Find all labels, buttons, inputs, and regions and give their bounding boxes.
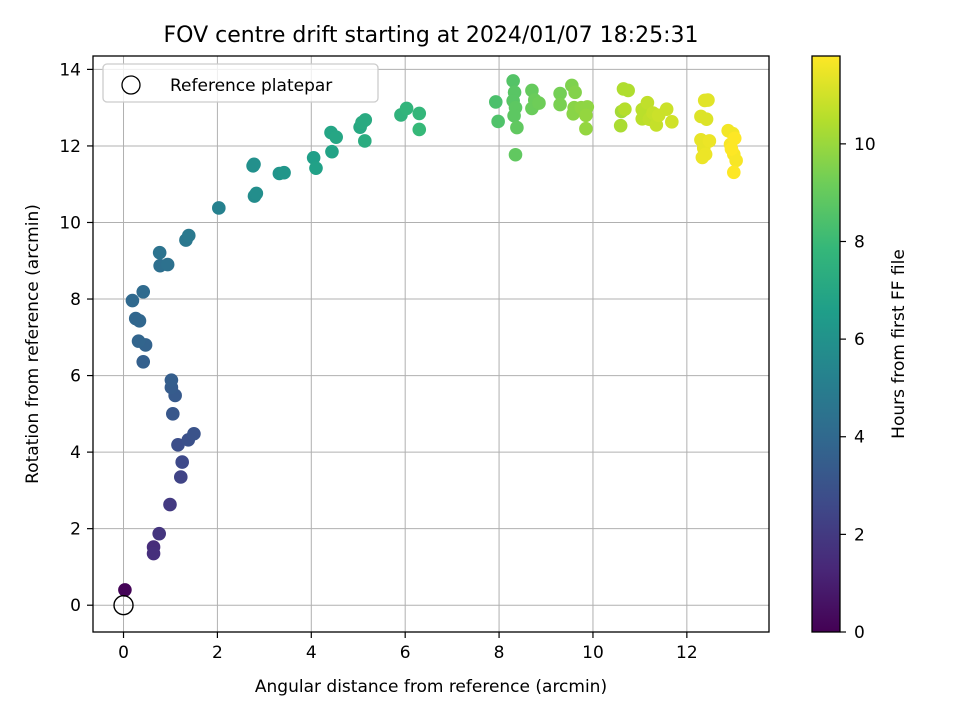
scatter-point bbox=[118, 583, 132, 597]
chart-title: FOV centre drift starting at 2024/01/07 … bbox=[164, 23, 699, 48]
x-tick-label: 8 bbox=[494, 643, 505, 663]
x-tick-label: 2 bbox=[212, 643, 223, 663]
x-tick-label: 10 bbox=[582, 643, 604, 663]
y-tick-label: 14 bbox=[59, 60, 81, 80]
scatter-point bbox=[175, 455, 189, 469]
colorbar-tick-label: 0 bbox=[854, 623, 865, 643]
y-tick-label: 2 bbox=[70, 520, 81, 540]
x-axis-ticks: 0 2 4 6 8 10 12 bbox=[118, 632, 698, 663]
scatter-point bbox=[553, 86, 567, 101]
colorbar-tick-label: 2 bbox=[854, 525, 865, 545]
scatter-point bbox=[510, 120, 524, 135]
scatter-point bbox=[618, 102, 632, 116]
plot-frame bbox=[92, 55, 770, 633]
scatter-point bbox=[152, 526, 166, 541]
grid bbox=[93, 56, 769, 632]
scatter-point bbox=[412, 122, 427, 137]
y-tick-label: 6 bbox=[70, 367, 81, 387]
scatter-point bbox=[508, 147, 523, 162]
scatter-point bbox=[659, 102, 674, 116]
scatter-point bbox=[665, 115, 679, 129]
scatter-point bbox=[358, 113, 373, 127]
colorbar-tick-label: 6 bbox=[854, 330, 865, 350]
scatter-point bbox=[701, 93, 715, 107]
x-tick-label: 0 bbox=[118, 643, 129, 663]
colorbar-tick-label: 8 bbox=[854, 232, 865, 252]
data-points bbox=[118, 74, 743, 597]
x-axis-label: Angular distance from reference (arcmin) bbox=[255, 677, 607, 697]
colorbar-tick-label: 10 bbox=[854, 135, 876, 155]
scatter-point bbox=[125, 293, 140, 308]
scatter-point bbox=[532, 96, 546, 110]
scatter-point bbox=[325, 144, 339, 159]
scatter-point bbox=[160, 257, 175, 272]
scatter-point bbox=[247, 157, 261, 172]
scatter-point bbox=[173, 470, 188, 484]
colorbar-gradient bbox=[811, 55, 841, 633]
scatter-point bbox=[613, 118, 628, 133]
scatter-point bbox=[695, 150, 710, 165]
x-tick-label: 4 bbox=[306, 643, 317, 663]
scatter-point bbox=[553, 97, 567, 112]
scatter-point bbox=[579, 121, 593, 136]
scatter-point bbox=[729, 153, 743, 168]
scatter-point bbox=[277, 165, 291, 180]
scatter-point bbox=[724, 142, 739, 156]
colorbar-tick-label: 4 bbox=[854, 428, 865, 448]
scatter-point bbox=[181, 228, 196, 243]
scatter-point bbox=[507, 108, 521, 123]
x-tick-label: 6 bbox=[400, 643, 411, 663]
scatter-point bbox=[640, 95, 655, 110]
scatter-point bbox=[621, 83, 635, 98]
y-axis-label: Rotation from reference (arcmin) bbox=[23, 204, 43, 484]
scatter-point bbox=[136, 284, 151, 299]
colorbar-ticks: 0 2 4 6 8 10 bbox=[840, 135, 876, 643]
reference-marker bbox=[113, 595, 134, 616]
scatter-point bbox=[726, 165, 741, 180]
scatter-point bbox=[166, 407, 180, 421]
y-tick-label: 0 bbox=[70, 596, 81, 616]
y-tick-label: 12 bbox=[59, 137, 81, 157]
scatter-point bbox=[187, 426, 201, 441]
scatter-point bbox=[699, 112, 714, 126]
scatter-point bbox=[171, 438, 185, 452]
scatter-point bbox=[488, 95, 503, 109]
scatter-point bbox=[146, 546, 161, 561]
scatter-point bbox=[358, 134, 372, 148]
scatter-point bbox=[212, 201, 226, 215]
scatter-point bbox=[163, 497, 177, 512]
scatter-point bbox=[727, 131, 742, 146]
colorbar-label: Hours from first FF file bbox=[889, 249, 909, 439]
scatter-point bbox=[136, 354, 151, 369]
y-axis-ticks: 0 2 4 6 8 10 12 14 bbox=[59, 60, 93, 616]
y-tick-label: 10 bbox=[59, 213, 81, 233]
scatter-point bbox=[152, 245, 167, 260]
scatter-point bbox=[164, 373, 179, 387]
colorbar: 0 2 4 6 8 10 Hours from first FF file bbox=[811, 55, 909, 643]
legend-marker-reference bbox=[121, 75, 141, 95]
scatter-point bbox=[491, 114, 505, 129]
scatter-point bbox=[412, 106, 427, 121]
scatter-point bbox=[309, 161, 323, 175]
scatter-point bbox=[568, 85, 582, 100]
reference-point bbox=[113, 595, 134, 616]
legend: Reference platepar bbox=[102, 63, 379, 103]
x-tick-label: 12 bbox=[676, 643, 698, 663]
scatter-point bbox=[399, 101, 414, 116]
legend-box bbox=[102, 63, 379, 103]
scatter-point bbox=[506, 74, 520, 88]
scatter-point bbox=[702, 134, 717, 148]
scatter-point bbox=[132, 314, 147, 328]
scatter-point bbox=[306, 151, 321, 165]
scatter-point bbox=[329, 130, 343, 144]
legend-label-reference: Reference platepar bbox=[170, 76, 332, 96]
y-tick-label: 8 bbox=[70, 290, 81, 310]
scatter-point bbox=[579, 108, 593, 123]
scatter-point bbox=[131, 334, 146, 348]
y-tick-label: 4 bbox=[70, 443, 81, 463]
scatter-point bbox=[249, 186, 264, 201]
